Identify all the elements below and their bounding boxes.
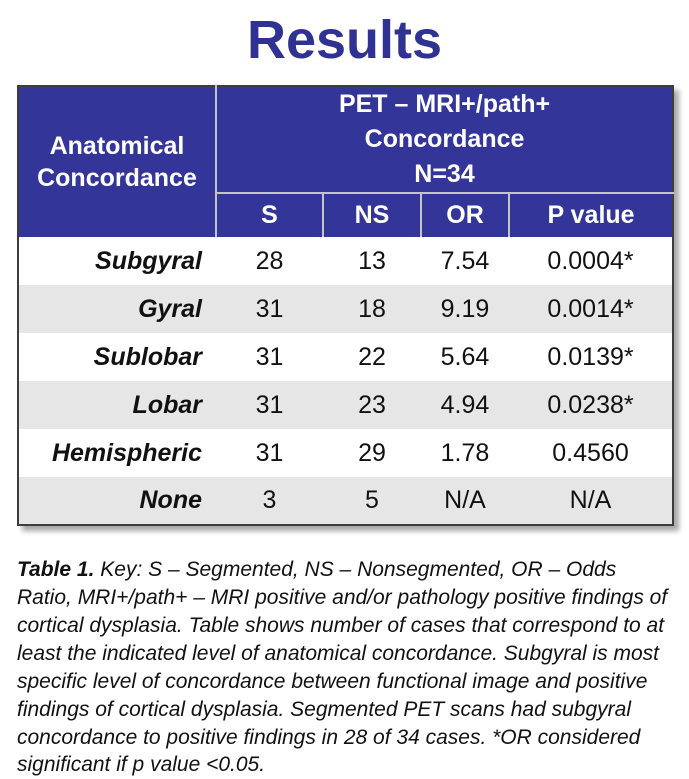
cell-or: N/A (444, 486, 486, 514)
row-label: Lobar (132, 390, 202, 419)
cell-ns: 18 (358, 294, 386, 323)
cell-or: 7.54 (440, 246, 490, 275)
cell-s: 31 (255, 390, 284, 419)
cell-ns: 23 (358, 390, 386, 419)
caption-text: Key: S – Segmented, NS – Nonsegmented, O… (17, 558, 668, 777)
cell-or: 9.19 (440, 294, 490, 323)
cell-ns: 5 (365, 486, 379, 514)
cell-ns: 22 (358, 342, 386, 371)
cell-s: 3 (262, 486, 277, 514)
row-label: Hemispheric (51, 438, 202, 467)
cell-ns: 29 (358, 438, 386, 467)
cell-s: 31 (255, 438, 284, 467)
cell-pvalue: 0.0004* (547, 246, 634, 275)
cell-pvalue: 0.0139* (547, 342, 634, 371)
cell-or: 5.64 (440, 342, 490, 371)
row-label: Subgyral (95, 246, 202, 275)
table-row-lobar: Lobar 31 23 4.94 0.0238* (18, 381, 674, 429)
caption-label: Table 1. (17, 558, 95, 581)
table-row-subgyral: Subgyral 28 13 7.54 0.0004* (18, 237, 674, 285)
row-label: Gyral (138, 294, 202, 323)
results-table: Anatomical Concordance PET – MRI+/path+ … (17, 85, 675, 526)
table-row-none: None 3 5 N/A N/A (18, 477, 674, 525)
table-body: Subgyral 28 13 7.54 0.0004* Gyral 31 18 … (18, 237, 674, 525)
column-header-or: OR (420, 192, 509, 237)
table-row-hemispheric: Hemispheric 31 29 1.78 0.4560 (18, 429, 674, 477)
cell-ns: 13 (358, 246, 386, 275)
column-header-s: S (215, 192, 323, 237)
cell-pvalue: 0.0238* (547, 390, 634, 419)
column-group-header: PET – MRI+/path+ Concordance N=34 (214, 86, 674, 193)
page-title: Results (246, 10, 443, 70)
table-header: Anatomical Concordance PET – MRI+/path+ … (18, 86, 674, 237)
row-label: Sublobar (93, 342, 202, 371)
column-header-ns: NS (322, 192, 421, 237)
cell-s: 31 (255, 342, 284, 371)
column-header-pvalue: P value (507, 192, 674, 237)
cell-s: 31 (255, 294, 284, 323)
table-caption: Table 1. Key: S – Segmented, NS – Nonseg… (17, 556, 675, 779)
cell-pvalue: 0.4560 (552, 438, 629, 467)
cell-or: 1.78 (440, 438, 490, 467)
cell-pvalue: N/A (569, 486, 612, 514)
table-row-gyral: Gyral 31 18 9.19 0.0014* (18, 285, 674, 333)
cell-pvalue: 0.0014* (547, 294, 634, 323)
cell-or: 4.94 (440, 390, 490, 419)
cell-s: 28 (255, 246, 284, 275)
row-group-header: Anatomical Concordance (18, 86, 216, 237)
row-label: None (139, 486, 203, 514)
table-row-sublobar: Sublobar 31 22 5.64 0.0139* (18, 333, 674, 381)
